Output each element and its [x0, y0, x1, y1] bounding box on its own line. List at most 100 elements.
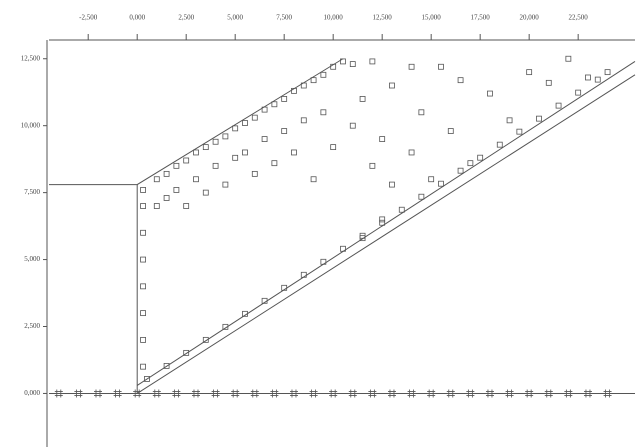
square-point: [222, 133, 229, 140]
square-point: [369, 162, 376, 169]
square-point: [242, 149, 248, 156]
square-point: [163, 170, 170, 177]
square-point: [153, 203, 160, 209]
square-point: [379, 136, 386, 142]
square-point: [310, 176, 317, 183]
square-point: [291, 149, 297, 156]
x-tick-label: 15,000: [422, 14, 442, 22]
square-point: [193, 176, 199, 183]
square-point: [330, 144, 337, 151]
y-tick-label: 7,500: [24, 188, 40, 196]
square-point: [202, 336, 209, 343]
square-point: [349, 61, 356, 67]
square-point: [418, 193, 425, 200]
x-tick-label: 10,000: [324, 14, 344, 22]
square-point: [408, 63, 415, 70]
y-tick-label: 10,000: [21, 121, 41, 129]
y-tick-label: 2,500: [24, 322, 40, 330]
square-point: [467, 160, 474, 167]
line: [136, 74, 636, 394]
square-point: [193, 149, 199, 156]
y-tick-label: 0,000: [24, 389, 40, 397]
square-point: [565, 55, 572, 62]
square-point: [418, 109, 425, 116]
square-point: [242, 120, 248, 126]
square-point: [457, 77, 464, 84]
square-point: [369, 58, 376, 65]
square-point: [536, 115, 542, 122]
square-point: [438, 63, 444, 70]
square-point: [281, 96, 288, 102]
square-point: [202, 144, 209, 151]
square-point: [140, 363, 146, 370]
square-point: [183, 349, 190, 356]
square-point: [526, 69, 533, 76]
square-point: [428, 176, 435, 183]
x-tick-label: 7,500: [276, 14, 292, 22]
line: [49, 58, 344, 186]
square-point: [447, 128, 454, 134]
square-point: [144, 376, 150, 382]
square-point: [516, 128, 523, 135]
square-point: [477, 154, 484, 161]
square-point: [183, 203, 190, 209]
square-point: [457, 167, 464, 174]
square-point: [140, 229, 146, 236]
square-point: [379, 216, 386, 223]
square-point: [300, 117, 307, 124]
square-point: [320, 109, 327, 116]
x-tick-label: 17,500: [471, 14, 491, 22]
y-tick-label: 12,500: [21, 54, 41, 62]
square-point: [140, 203, 146, 209]
x-tick-label: 20,000: [520, 14, 540, 22]
square-point: [261, 136, 268, 142]
square-point: [232, 125, 239, 132]
square-point: [140, 283, 146, 290]
square-point: [140, 310, 146, 317]
square-point: [251, 114, 258, 121]
square-point: [398, 206, 405, 213]
x-tick-label: 2,500: [178, 14, 194, 22]
square-point: [506, 117, 513, 124]
square-point: [202, 189, 209, 196]
square-point: [140, 336, 146, 343]
square-point: [487, 90, 493, 97]
x-tick-label: 5,000: [227, 14, 243, 22]
square-point: [212, 162, 219, 169]
square-point: [271, 160, 278, 167]
square-point: [163, 195, 170, 201]
square-point: [604, 69, 611, 76]
square-point: [379, 219, 386, 226]
x-tick-label: 0,000: [129, 14, 145, 22]
x-tick-label: -2,500: [79, 14, 98, 22]
square-point: [585, 74, 591, 81]
square-point: [555, 102, 562, 109]
square-point: [408, 149, 415, 156]
square-point: [389, 82, 395, 89]
square-point: [173, 187, 180, 193]
square-point: [545, 79, 552, 86]
square-point: [251, 170, 258, 177]
square-point: [438, 180, 444, 187]
square-point: [173, 162, 180, 169]
square-point: [389, 181, 395, 188]
x-tick-label: 12,500: [373, 14, 393, 22]
square-point: [222, 181, 229, 188]
x-tick-label: 22,500: [569, 14, 589, 22]
square-point: [359, 96, 366, 102]
square-point: [320, 71, 327, 78]
square-point: [232, 154, 239, 161]
square-point: [140, 256, 146, 263]
square-point: [349, 122, 356, 129]
square-point: [153, 176, 160, 183]
square-point: [594, 76, 601, 83]
y-tick-label: 5,000: [24, 255, 40, 263]
square-point: [281, 128, 288, 134]
square-point: [212, 138, 219, 145]
square-point: [310, 77, 317, 84]
square-point: [575, 89, 582, 96]
square-point: [163, 362, 170, 369]
line: [136, 61, 636, 386]
square-point: [140, 187, 146, 193]
